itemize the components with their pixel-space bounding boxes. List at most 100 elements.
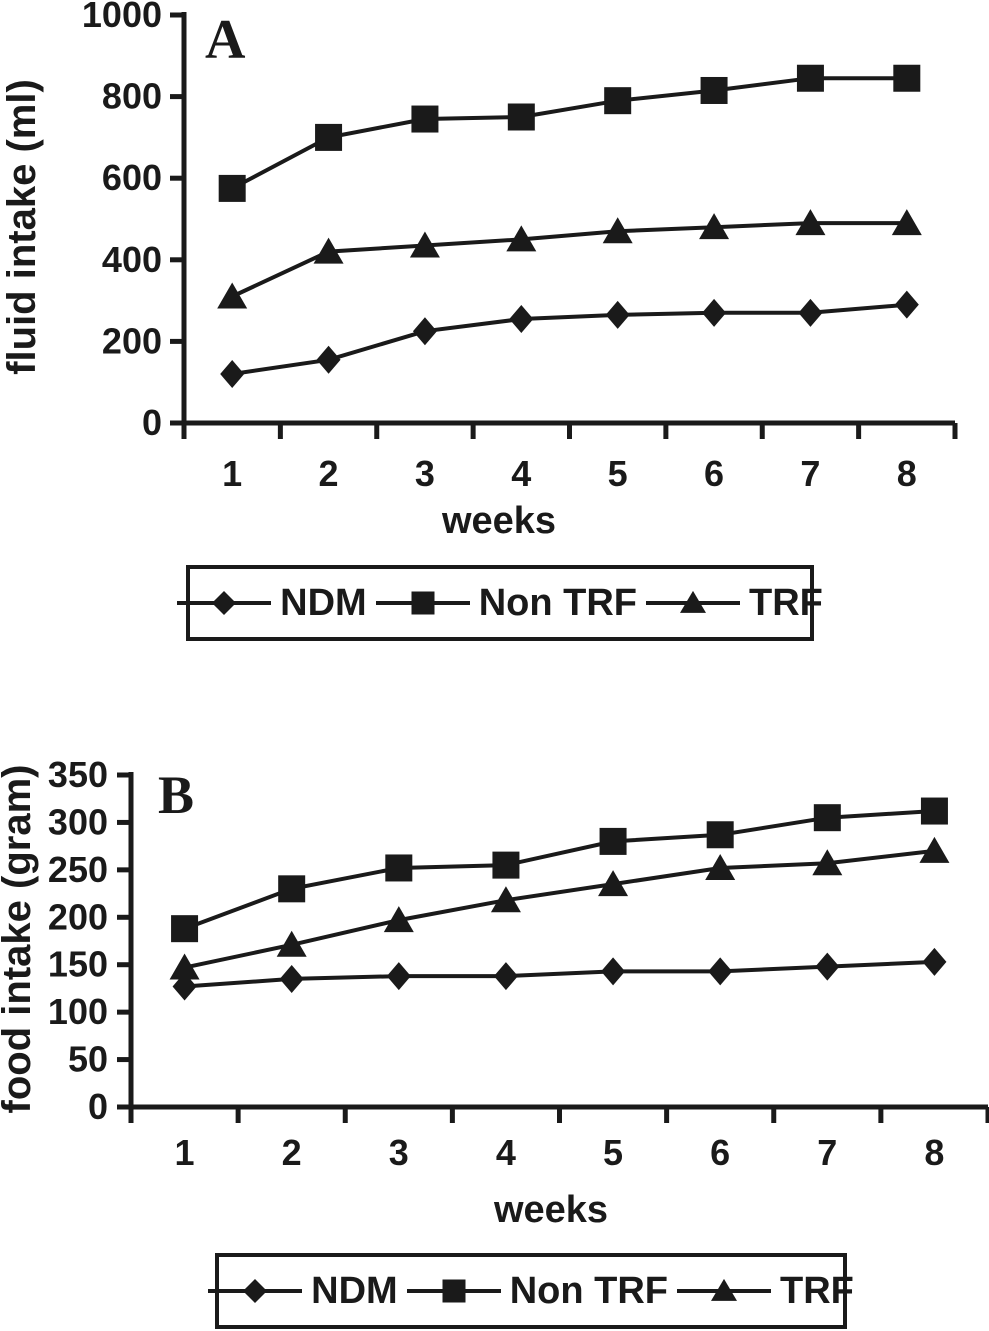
legend-label-non-trf: Non TRF [478,581,637,624]
diamond-marker [894,290,919,319]
series-line [183,809,935,931]
y-tick-label: 300 [48,801,108,842]
triangle-marker [409,231,440,258]
triangle-marker [919,836,950,863]
triangle-marker [598,870,629,897]
square-marker [492,851,520,879]
y-tick-label: 800 [102,76,162,117]
diamond-marker [316,345,341,374]
triangle-marker [313,237,344,264]
panel-a-y-axis-title: fluid intake (ml) [0,79,44,375]
x-tick-label: 3 [415,453,435,494]
non-trf-line-sample [375,591,470,615]
diamond-marker [708,957,733,986]
diamond-marker [509,304,534,333]
diamond-marker [601,957,626,986]
series-trf [217,209,922,309]
square-icon [442,1279,466,1303]
panel-a-legend: NDM Non TRF TRF [177,565,823,641]
x-tick-label: 1 [175,1132,195,1173]
panel-b-legend: NDM Non TRF TRF [208,1253,854,1329]
series-non-trf [171,797,948,943]
legend-label-non-trf: Non TRF [509,1269,668,1312]
diamond-marker [279,964,304,993]
y-tick-label: 200 [48,896,108,937]
y-tick-label: 200 [102,320,162,361]
y-tick-label: 100 [48,991,108,1032]
diamond-marker [412,317,437,346]
x-tick-label: 2 [282,1132,302,1173]
diamond-marker [798,298,823,327]
diamond-icon [212,590,237,616]
diamond-marker [493,962,518,991]
chart-a: 0 200 400 600 800 1000 1 2 3 4 5 6 7 8 [82,0,958,494]
chart-b: 0 50 100 150 200 250 300 350 1 2 3 4 5 6 7 8 [48,754,989,1173]
series-line [184,848,935,970]
triangle-marker [891,209,922,236]
square-icon [411,591,435,615]
x-tick-label: 5 [608,453,628,494]
axes [117,772,989,1123]
series-line [231,221,907,299]
panel-b-x-axis-title: weeks [493,1189,609,1231]
diamond-marker [815,952,840,981]
triangle-marker [506,225,537,252]
triangle-icon [679,590,706,613]
series-non-trf [218,64,921,202]
panel-a-letter: A [205,9,246,71]
legend-label-ndm: NDM [280,581,367,624]
diamond-marker [220,360,245,389]
x-tick-label: 6 [704,453,724,494]
y-tick-label: 250 [48,849,108,890]
square-marker [796,64,824,92]
ndm-line-sample [177,590,272,616]
y-tick-label: 600 [102,157,162,198]
square-marker [218,174,246,202]
x-tick-label: 5 [603,1132,623,1173]
legend-label-trf: TRF [779,1269,854,1312]
diamond-icon [243,1278,268,1304]
trf-line-sample [676,1278,771,1301]
square-marker [920,797,948,825]
series-ndm [220,290,919,389]
x-tick-label: 4 [511,453,531,494]
x-tick-label: 2 [319,453,339,494]
triangle-marker [812,849,843,876]
diamond-marker [386,962,411,991]
triangle-marker [276,930,307,957]
y-tick-label: 400 [102,239,162,280]
diamond-marker [605,300,630,329]
square-marker [893,64,921,92]
x-tick-label: 8 [897,453,917,494]
triangle-marker [699,213,730,240]
triangle-marker [383,906,414,933]
panel-a-x-axis-title: weeks [441,500,557,542]
x-tick-label: 7 [800,453,820,494]
square-marker [706,821,734,849]
square-marker [411,105,439,133]
diamond-marker [702,298,727,327]
triangle-marker [169,953,200,980]
triangle-marker [602,217,633,244]
square-marker [278,875,306,903]
series-line [231,76,907,191]
legend-label-ndm: NDM [311,1269,398,1312]
axes [170,12,958,439]
triangle-marker [490,886,521,913]
x-tick-label: 8 [924,1132,944,1173]
triangle-marker [705,853,736,880]
x-tick-label: 4 [496,1132,516,1173]
non-trf-line-sample [406,1279,501,1303]
x-tick-label: 3 [389,1132,409,1173]
series-trf [169,836,950,980]
square-marker [315,123,343,151]
triangle-marker [795,209,826,236]
panel-b-y-axis-title: food intake (gram) [0,764,39,1114]
y-tick-label: 150 [48,944,108,985]
triangle-icon [710,1278,737,1301]
triangle-marker [217,282,248,309]
x-tick-label: 1 [222,453,242,494]
panel-b-letter: B [158,765,195,825]
